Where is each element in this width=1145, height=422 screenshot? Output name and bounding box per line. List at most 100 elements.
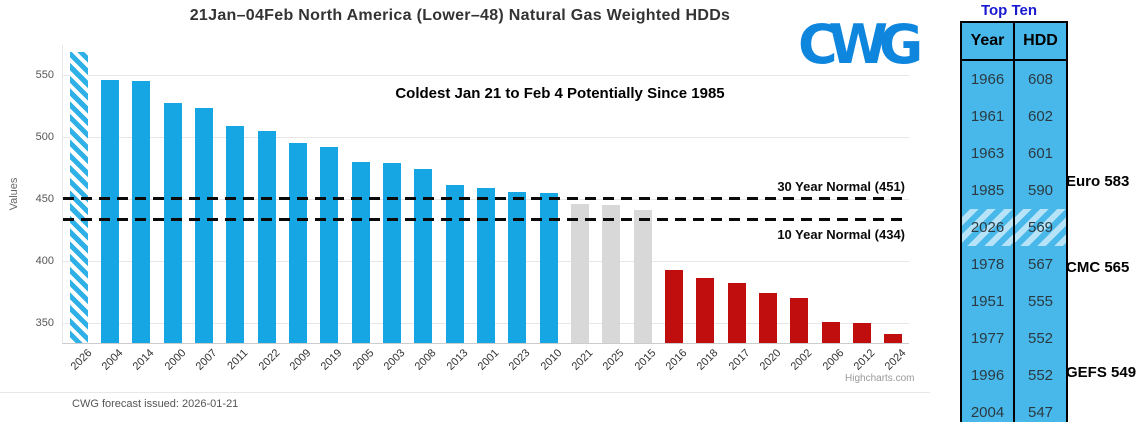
- x-axis-label-2008: 2008: [413, 347, 439, 373]
- cell-hdd: 552: [1013, 357, 1067, 394]
- cell-year: 1985: [961, 172, 1014, 209]
- bar-2018[interactable]: [696, 278, 715, 343]
- x-axis-label-2016: 2016: [663, 347, 690, 373]
- table-row: 1978 567: [961, 246, 1067, 283]
- bars-row: [63, 45, 909, 343]
- bar-slot: [502, 45, 533, 343]
- y-tick-label: 400: [35, 255, 54, 268]
- table-row: 1961 602: [961, 98, 1067, 135]
- x-axis-label-2003: 2003: [381, 347, 408, 373]
- bar-2003[interactable]: [382, 162, 401, 343]
- bar-2011[interactable]: [226, 125, 245, 343]
- normal-line-label-451: 30 Year Normal (451): [777, 178, 905, 194]
- y-tick-label: 450: [35, 193, 54, 206]
- chart-title: 21Jan–04Feb North America (Lower–48) Nat…: [189, 7, 731, 24]
- bar-2015[interactable]: [633, 210, 652, 343]
- top-ten-body: 1966 608 1961 602 1963 601 1985 590 2026 569 1978 5…: [961, 60, 1067, 422]
- x-axis-label-2004: 2004: [99, 347, 126, 373]
- bar-2014[interactable]: [132, 81, 151, 343]
- bar-slot: [126, 45, 157, 343]
- cell-hdd: 547: [1013, 394, 1067, 422]
- x-axis-label-2012: 2012: [851, 347, 878, 373]
- x-axis-label-2019: 2019: [319, 347, 345, 373]
- x-axis-label-2017: 2017: [726, 347, 753, 373]
- bar-2009[interactable]: [288, 143, 307, 343]
- cell-hdd: 552: [1013, 320, 1067, 357]
- bar-2004[interactable]: [100, 79, 119, 343]
- bar-2024[interactable]: [884, 334, 903, 343]
- bar-slot: [220, 45, 251, 343]
- x-axis-label-2006: 2006: [820, 347, 847, 373]
- cell-hdd: 608: [1013, 60, 1067, 98]
- bar-slot: [345, 45, 376, 343]
- table-row: 1977 552: [961, 320, 1067, 357]
- x-axis-label-2018: 2018: [695, 347, 721, 373]
- bar-2022[interactable]: [257, 130, 276, 343]
- x-axis-label-2015: 2015: [632, 347, 659, 373]
- bar-2017[interactable]: [727, 283, 746, 343]
- bar-2013[interactable]: [445, 185, 464, 343]
- bar-slot: [439, 45, 470, 343]
- table-row: 1966 608: [961, 60, 1067, 98]
- table-row: 1996 552: [961, 357, 1067, 394]
- cell-year: 1963: [961, 135, 1014, 172]
- normal-line-label-434: 10 Year Normal (434): [777, 227, 905, 243]
- x-axis-label-2014: 2014: [131, 347, 157, 373]
- normal-line-434: [63, 218, 909, 222]
- bar-slot: [408, 45, 439, 343]
- x-axis-label-2009: 2009: [287, 347, 314, 373]
- bar-2007[interactable]: [194, 108, 213, 343]
- bar-2008[interactable]: [414, 169, 433, 343]
- bar-slot: [376, 45, 407, 343]
- bar-2021[interactable]: [570, 203, 589, 343]
- cell-year: 1996: [961, 357, 1014, 394]
- bar-slot: [752, 45, 783, 343]
- bar-2012[interactable]: [852, 323, 871, 343]
- bar-2005[interactable]: [351, 161, 370, 343]
- bar-slot: [94, 45, 125, 343]
- bar-2019[interactable]: [320, 146, 339, 343]
- x-axis-label-2013: 2013: [444, 347, 471, 373]
- top-ten-title: Top Ten: [980, 2, 1038, 19]
- cell-year: 2026: [961, 209, 1014, 246]
- bar-2016[interactable]: [664, 269, 683, 343]
- cell-hdd: 569: [1013, 209, 1067, 246]
- bar-2002[interactable]: [790, 298, 809, 343]
- gridline-500: [63, 137, 909, 139]
- highcharts-credit[interactable]: Highcharts.com: [845, 373, 915, 384]
- bar-2020[interactable]: [758, 293, 777, 343]
- bar-slot: [690, 45, 721, 343]
- cell-hdd: 555: [1013, 283, 1067, 320]
- table-row: 1951 555: [961, 283, 1067, 320]
- bar-2023[interactable]: [508, 191, 527, 343]
- bar-2001[interactable]: [476, 187, 495, 343]
- x-axis-label-2023: 2023: [507, 347, 533, 373]
- cell-hdd: 590: [1013, 172, 1067, 209]
- cell-hdd: 567: [1013, 246, 1067, 283]
- x-axis-label-2021: 2021: [569, 347, 596, 373]
- cell-year: 1977: [961, 320, 1014, 357]
- model-label-cmc: CMC 565: [1066, 259, 1130, 276]
- plot-area: 30 Year Normal (451) 10 Year Normal (434): [62, 45, 909, 344]
- bar-2010[interactable]: [539, 192, 558, 343]
- bar-slot: [282, 45, 313, 343]
- bar-2006[interactable]: [821, 321, 840, 343]
- table-header-hdd: HDD: [1013, 22, 1067, 61]
- x-axis-label-2020: 2020: [757, 347, 784, 373]
- bar-slot: [157, 45, 188, 343]
- cell-hdd: 601: [1013, 135, 1067, 172]
- bar-2025[interactable]: [602, 205, 621, 343]
- y-tick-label: 550: [35, 69, 54, 82]
- y-tick-label: 350: [35, 317, 54, 330]
- cell-year: 1966: [961, 60, 1014, 98]
- chart-bottom-border: [0, 392, 930, 393]
- bar-slot: [251, 45, 282, 343]
- bar-slot: [658, 45, 689, 343]
- x-axis-label-2024: 2024: [883, 347, 909, 373]
- table-row: 1985 590: [961, 172, 1067, 209]
- cell-hdd: 602: [1013, 98, 1067, 135]
- cell-year: 2004: [961, 394, 1014, 422]
- bar-slot: [784, 45, 815, 343]
- bar-slot: [470, 45, 501, 343]
- bar-2000[interactable]: [163, 103, 182, 343]
